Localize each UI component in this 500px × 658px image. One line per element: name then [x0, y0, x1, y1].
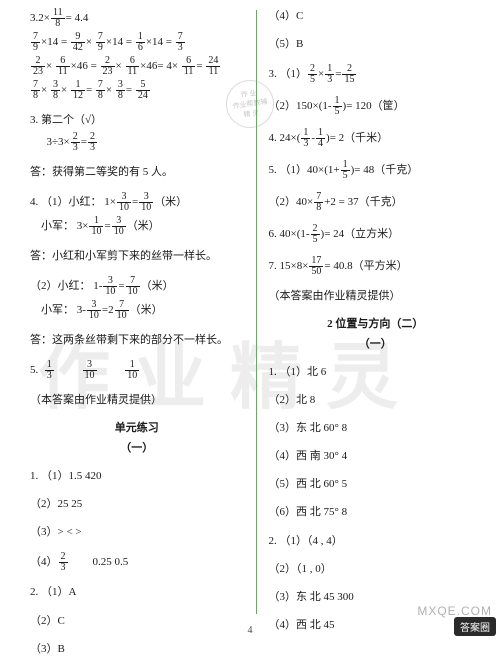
- text-line: （2）（1 , 0）: [269, 561, 483, 578]
- math-line: 5. （1）40×(1+15)= 48（千克）: [269, 160, 483, 181]
- math-line: 5. 13 310 110: [30, 360, 244, 381]
- text-line: （3）> < >: [30, 524, 244, 541]
- text-line: （3）东 北 45 300: [269, 589, 483, 606]
- right-column: （4）C （5）B 3. （1）25×13=215 （2）150×(1-15)=…: [257, 8, 483, 620]
- sub-title: （一）: [30, 440, 244, 457]
- section-title: 2 位置与方向（二）: [269, 316, 483, 333]
- math-line: （4）230.25 0.5: [30, 552, 244, 573]
- math-line: 4. （1）小红： 1×310=310（米）: [30, 192, 244, 213]
- math-line: （2）150×(1-15)= 120（筐）: [269, 96, 483, 117]
- math-line: （2）小红： 1-310=710（米）: [30, 276, 244, 297]
- page-columns: 3.2×118= 4.4 79×14 = 942× 79×14 = 16×14 …: [0, 0, 500, 620]
- text-line: （5）西 北 60° 5: [269, 476, 483, 493]
- unit-title: 单元练习: [30, 420, 244, 437]
- math-line: 小军： 3×110=310（米）: [30, 216, 244, 237]
- credit-line: （本答案由作业精灵提供）: [30, 392, 244, 409]
- text-line: 1. （1）北 6: [269, 364, 483, 381]
- text-line: （3）东 北 60° 8: [269, 420, 483, 437]
- text-line: 1. （1）1.5 420: [30, 468, 244, 485]
- math-line: 3÷3×23=23: [30, 132, 244, 153]
- text-line: （2）25 25: [30, 496, 244, 513]
- left-column: 3.2×118= 4.4 79×14 = 942× 79×14 = 16×14 …: [30, 8, 256, 620]
- text-line: （4）西 北 45: [269, 617, 483, 634]
- text-line: （4）C: [269, 8, 483, 25]
- math-line: 78× 38× 112= 78× 38= 524: [30, 80, 244, 101]
- math-line: 79×14 = 942× 79×14 = 16×14 = 73: [30, 32, 244, 53]
- text-line: 3. 第二个（√）: [30, 112, 244, 129]
- credit-line: （本答案由作业精灵提供）: [269, 288, 483, 305]
- text-line: （2）北 8: [269, 392, 483, 409]
- text-line: 2. （1）A: [30, 584, 244, 601]
- math-line: 7. 15×8×1750= 40.8（平方米）: [269, 256, 483, 277]
- math-line: 小军： 3-310=2710（米）: [30, 300, 244, 321]
- sub-title: （一）: [269, 336, 483, 353]
- math-line: 223× 611×46 = 223× 611×46= 4× 611= 2411: [30, 56, 244, 77]
- math-line: 3.2×118= 4.4: [30, 8, 244, 29]
- math-line: 6. 40×(1-25)= 24（立方米）: [269, 224, 483, 245]
- text-line: （3）B: [30, 641, 244, 658]
- text-line: （2）C: [30, 613, 244, 630]
- answer-line: 答：这两条丝带剩下来的部分不一样长。: [30, 332, 244, 349]
- text-line: （4）西 南 30° 4: [269, 448, 483, 465]
- text-line: （6）西 北 75° 8: [269, 504, 483, 521]
- text-line: 2. （1）（4 , 4）: [269, 533, 483, 550]
- answer-line: 答：获得第二等奖的有 5 人。: [30, 164, 244, 181]
- text-line: （5）B: [269, 36, 483, 53]
- math-line: 3. （1）25×13=215: [269, 64, 483, 85]
- answer-line: 答：小红和小军剪下来的丝带一样长。: [30, 248, 244, 265]
- math-line: 4. 24×(13-14)= 2（千米）: [269, 128, 483, 149]
- math-line: （2）40×78+2 = 37（千克）: [269, 192, 483, 213]
